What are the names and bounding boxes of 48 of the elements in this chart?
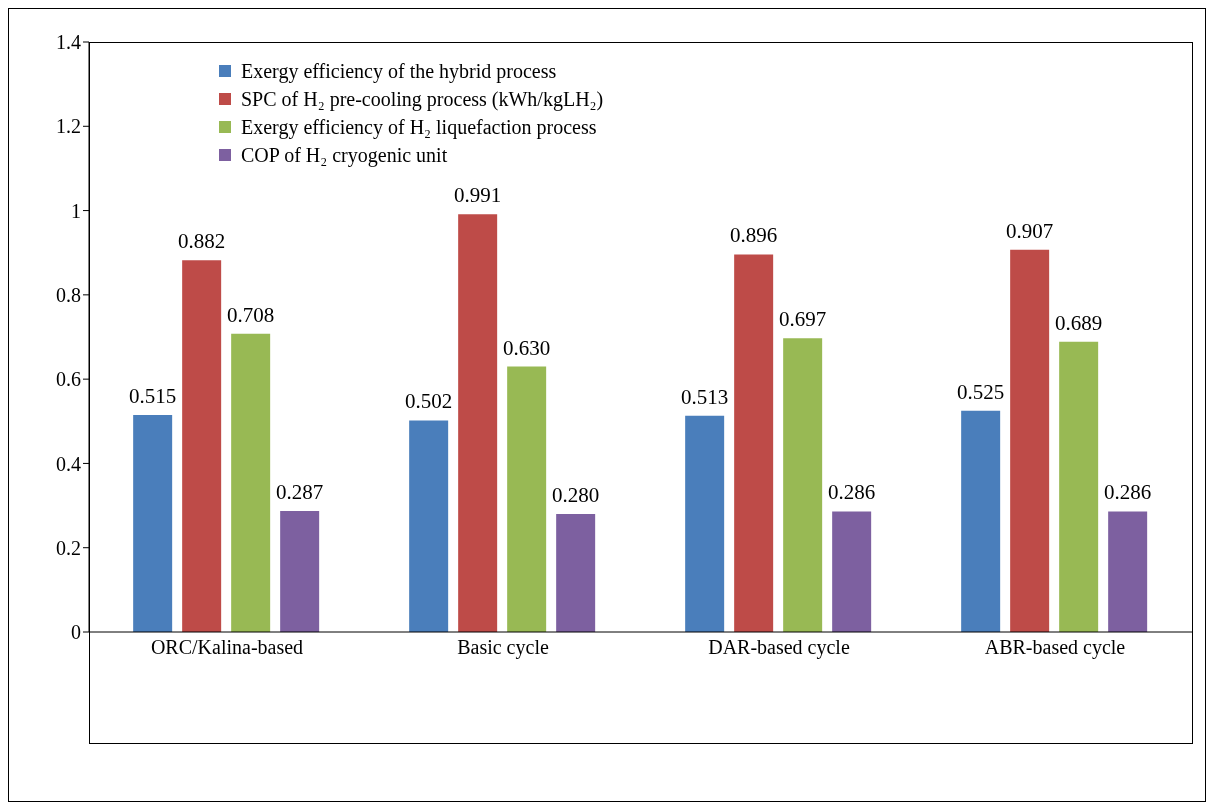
y-tick-label: 0.4 — [56, 452, 81, 475]
bar — [182, 260, 222, 632]
y-tick-label: 1.2 — [56, 115, 81, 138]
bar — [1059, 341, 1099, 632]
bar — [1108, 511, 1148, 632]
y-tick-label: 0.6 — [56, 368, 81, 391]
bar — [832, 511, 872, 632]
x-tick-label: ABR-based cycle — [984, 636, 1126, 660]
bar — [280, 511, 320, 632]
bar — [734, 254, 774, 632]
bar — [1010, 249, 1050, 632]
bar — [458, 214, 498, 632]
data-label: 0.689 — [1055, 310, 1103, 335]
y-tick-label: 0.8 — [56, 283, 81, 306]
bar — [556, 514, 596, 632]
data-label: 0.280 — [552, 483, 600, 507]
x-tick-label: Basic cycle — [457, 636, 549, 660]
data-label: 0.286 — [828, 480, 876, 505]
data-label: 0.630 — [503, 335, 551, 360]
data-label: 0.896 — [730, 223, 778, 248]
data-label: 0.991 — [454, 183, 502, 208]
bar — [685, 415, 725, 632]
data-label: 0.502 — [405, 389, 453, 414]
data-label: 0.515 — [129, 383, 177, 408]
legend-label: Exergy efficiency of H₂ liquefaction process — [241, 115, 597, 141]
bar — [507, 366, 547, 632]
y-tick-label: 1.4 — [56, 31, 81, 54]
data-label: 0.525 — [957, 379, 1005, 404]
bar — [231, 333, 271, 632]
bar — [783, 338, 823, 632]
bar — [961, 410, 1001, 632]
bar — [409, 420, 449, 632]
data-label: 0.882 — [178, 229, 226, 254]
y-tick-label: 0 — [71, 621, 81, 644]
y-tick-label: 0.2 — [56, 536, 81, 559]
data-label: 0.286 — [1104, 480, 1152, 505]
legend-label: COP of H₂ cryogenic unit — [241, 143, 448, 169]
data-label: 0.907 — [1006, 218, 1054, 243]
legend-label: Exergy efficiency of the hybrid process — [241, 59, 557, 85]
y-tick-label: 1 — [71, 199, 81, 222]
legend-label: SPC of H₂ pre-cooling process (kWh/kgLH₂) — [241, 87, 604, 113]
x-tick-label: ORC/Kalina-based — [150, 636, 304, 659]
bar — [133, 414, 173, 632]
data-label: 0.708 — [227, 302, 275, 327]
data-label: 0.513 — [681, 384, 729, 409]
data-label: 0.697 — [779, 307, 827, 332]
data-label: 0.287 — [276, 480, 324, 505]
x-tick-label: DAR-based cycle — [708, 636, 850, 660]
